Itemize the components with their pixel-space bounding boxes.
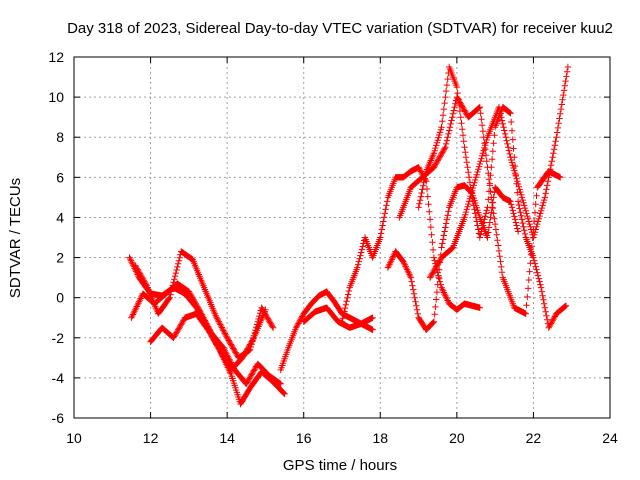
y-axis-label: SDTVAR / TECUs <box>7 178 24 298</box>
x-tick-label: 16 <box>296 430 312 446</box>
data-markers <box>396 93 564 317</box>
y-tick-label: -6 <box>52 410 65 426</box>
x-tick-label: 24 <box>602 430 618 446</box>
y-tick-label: 10 <box>48 89 64 105</box>
series-track-8 <box>384 182 522 333</box>
y-tick-label: -2 <box>52 330 65 346</box>
x-axis-label: GPS time / hours <box>283 457 397 474</box>
x-tick-label: 14 <box>219 430 235 446</box>
y-tick-label: -4 <box>52 370 65 386</box>
x-tick-label: 12 <box>143 430 159 446</box>
y-tick-label: 6 <box>56 169 64 185</box>
y-tick-label: 4 <box>56 209 64 225</box>
y-tick-label: 12 <box>48 49 64 65</box>
data-markers <box>384 182 522 333</box>
y-tick-label: 2 <box>56 250 64 266</box>
x-tick-label: 18 <box>372 430 388 446</box>
series-track-11 <box>426 63 572 281</box>
x-tick-label: 22 <box>526 430 542 446</box>
x-tick-label: 10 <box>66 430 82 446</box>
y-tick-label: 0 <box>56 290 64 306</box>
series-track-10 <box>396 93 564 317</box>
x-tick-label: 20 <box>449 430 465 446</box>
y-tick-label: 8 <box>56 129 64 145</box>
series-track-7 <box>338 164 483 325</box>
data-points <box>126 63 572 408</box>
chart-title: Day 318 of 2023, Sidereal Day-to-day VTE… <box>67 20 613 37</box>
data-markers <box>147 306 269 374</box>
series-track-4 <box>147 306 269 374</box>
data-markers <box>338 164 483 325</box>
plot-border <box>73 56 611 419</box>
data-markers <box>426 63 572 281</box>
